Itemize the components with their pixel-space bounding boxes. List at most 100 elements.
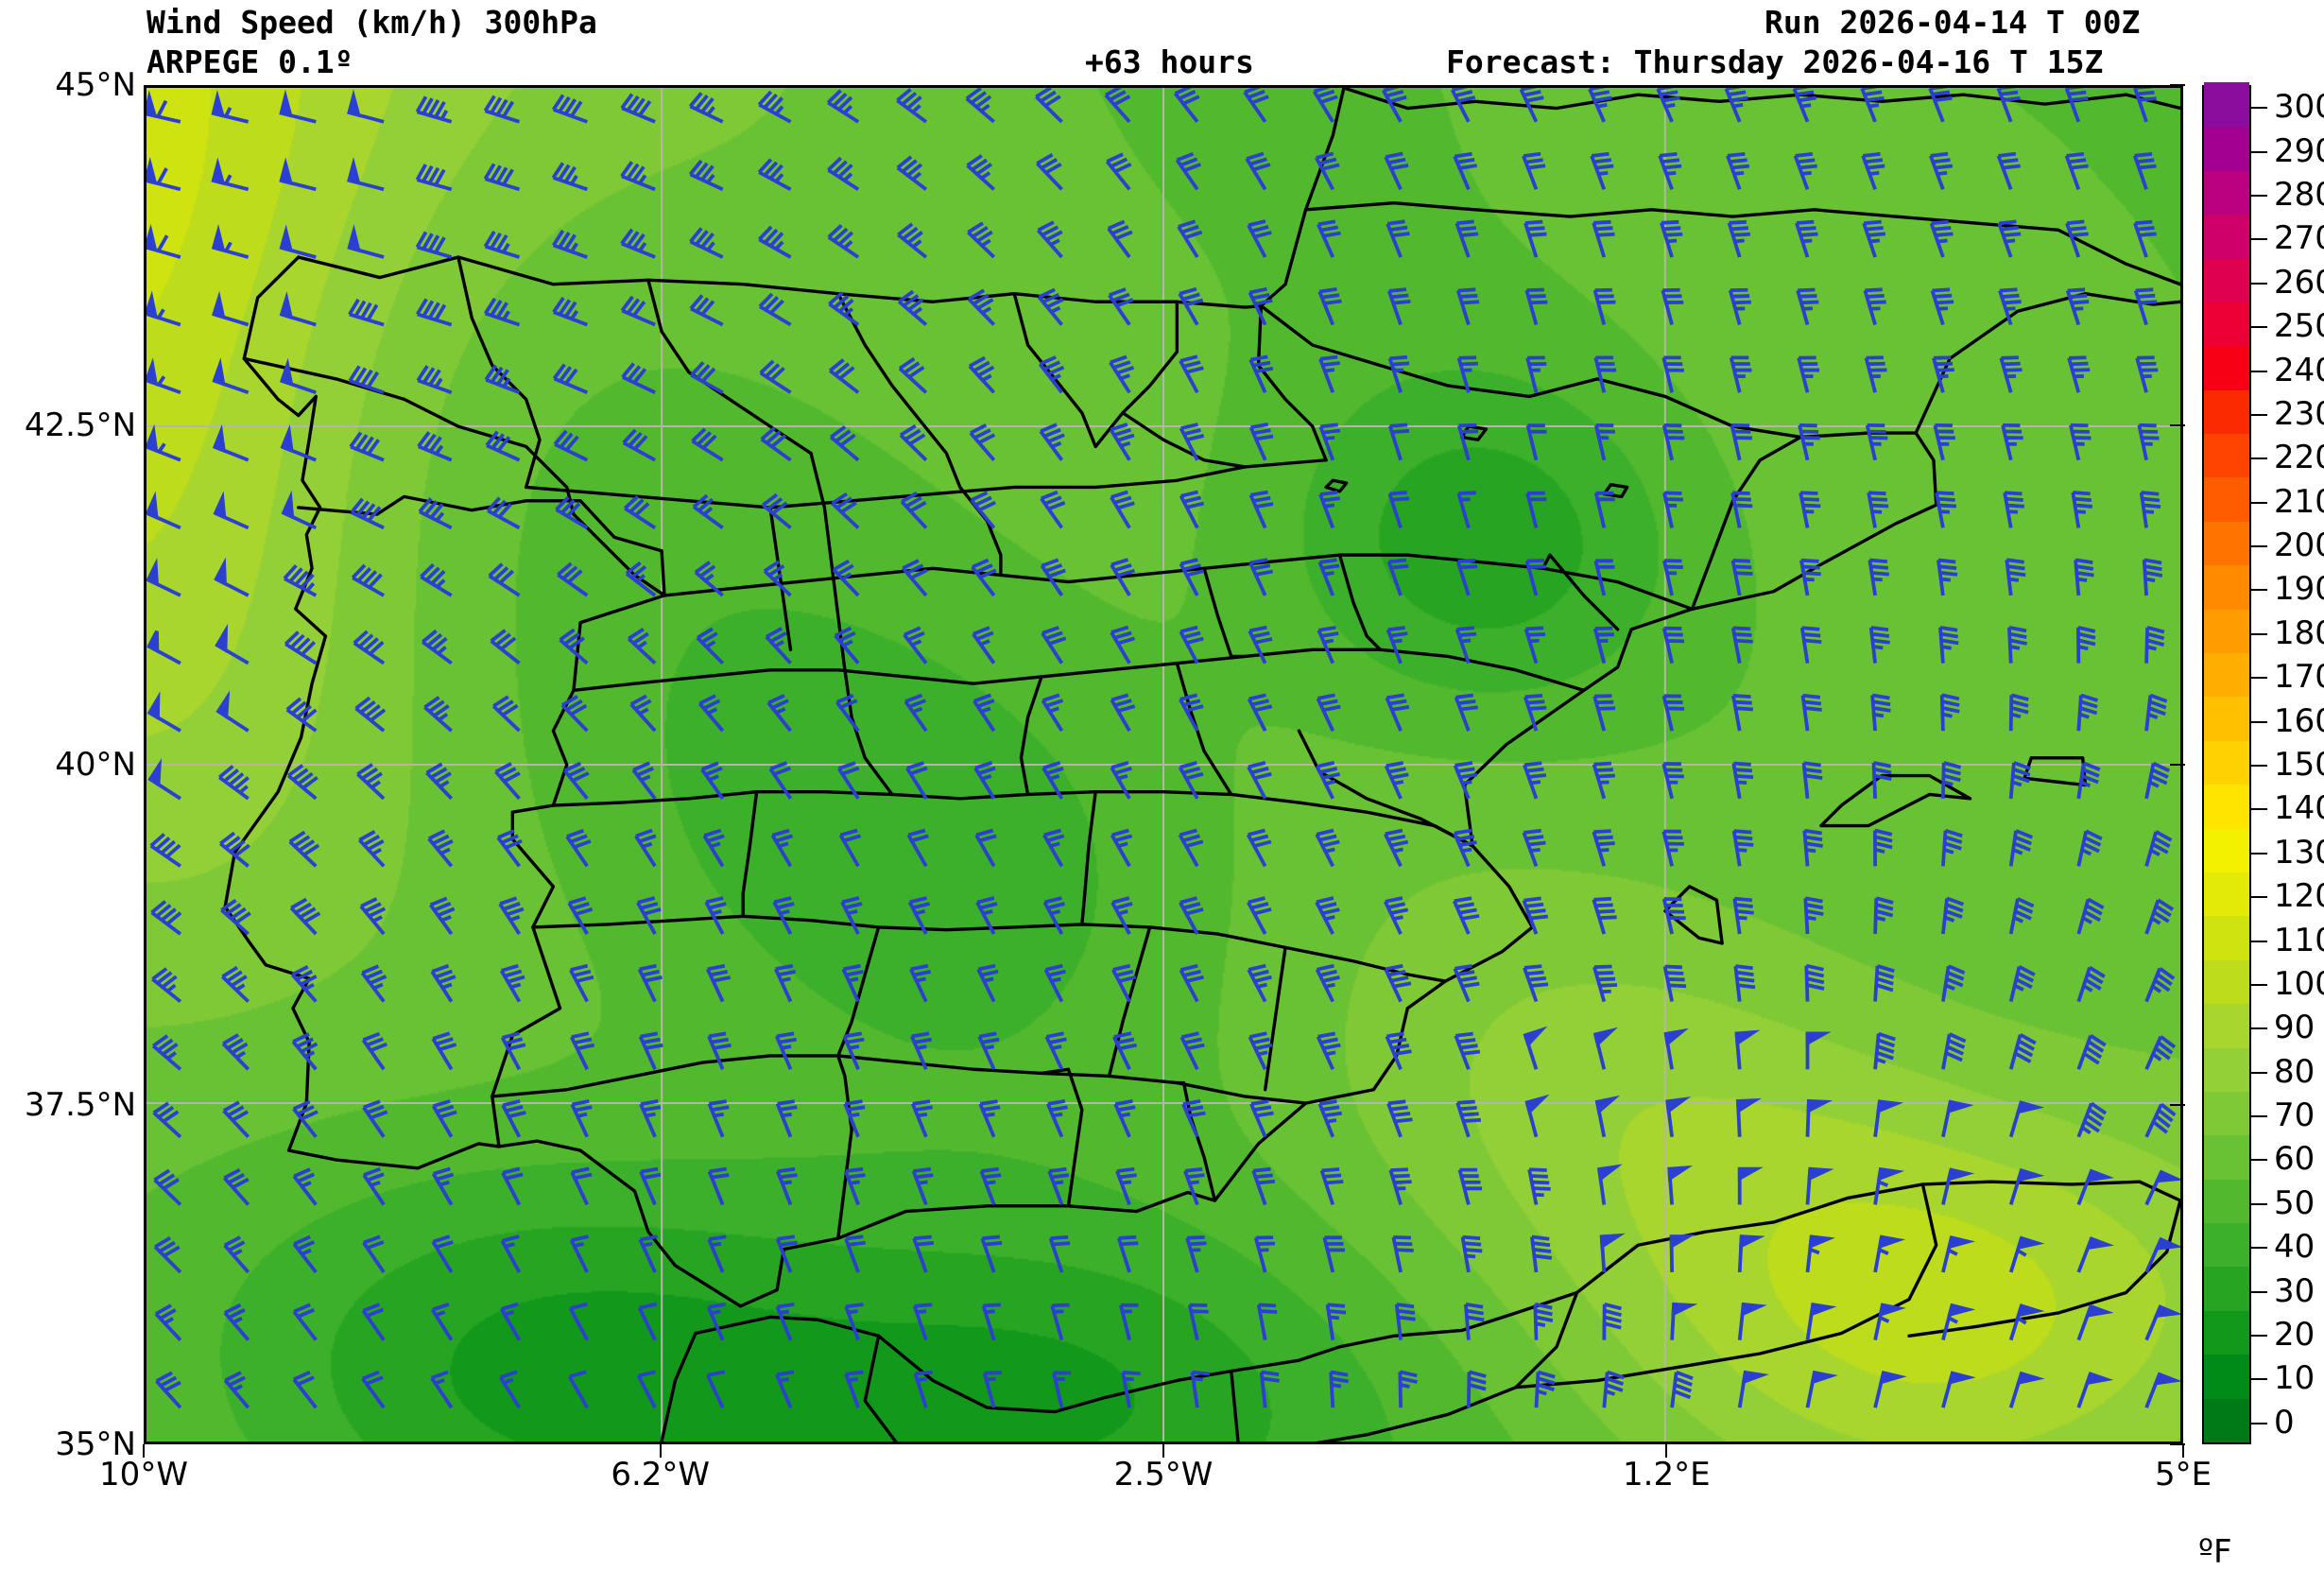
colorbar[interactable]: ºF 0102030405060708090100110120130140150… <box>2202 85 2324 1444</box>
colorbar-tick <box>2251 195 2267 197</box>
wind-barb <box>1663 832 1684 867</box>
wind-barb <box>1740 1169 1757 1205</box>
wind-barb <box>2006 560 2025 596</box>
wind-barb <box>1041 424 1064 460</box>
wind-barb <box>1796 154 1817 189</box>
wind-barb <box>976 831 996 867</box>
wind-barb <box>363 1372 384 1408</box>
colorbar-tick <box>2251 984 2267 986</box>
wind-barb <box>1183 1101 1206 1137</box>
wind-barb <box>1046 1033 1066 1069</box>
wind-barb <box>981 1169 1001 1205</box>
wind-barb <box>214 298 248 324</box>
wind-barb <box>897 90 926 122</box>
wind-barb <box>221 900 250 934</box>
wind-barb <box>774 898 794 934</box>
wind-barb <box>1604 1304 1621 1340</box>
wind-barb <box>1115 1101 1135 1137</box>
wind-barb <box>146 97 181 122</box>
wind-barb <box>282 96 317 122</box>
wind-barb <box>290 832 318 866</box>
wind-barb <box>2071 425 2092 460</box>
wind-barb <box>1386 695 1409 731</box>
wind-barb <box>967 88 994 121</box>
wind-barb <box>351 433 384 460</box>
wind-barb <box>1862 88 1884 122</box>
wind-barb <box>493 697 519 731</box>
wind-barb <box>768 696 791 731</box>
colorbar-tick <box>2251 677 2267 679</box>
wind-barb <box>1526 628 1546 663</box>
wind-barb <box>833 493 859 527</box>
wind-barb <box>2146 1104 2175 1136</box>
wind-barb <box>1935 425 1955 460</box>
wind-barb <box>1664 425 1685 460</box>
wind-barb <box>1249 695 1272 731</box>
colorbar-tick-label: 100 <box>2274 965 2324 1003</box>
wind-barb <box>829 292 858 324</box>
y-axis-tick-label: 37.5°N <box>25 1086 136 1124</box>
wind-barb <box>2011 1373 2038 1407</box>
wind-barb <box>1386 763 1409 799</box>
wind-barb <box>971 425 994 460</box>
map-boundary-path <box>1021 677 1041 794</box>
wind-barb <box>1039 289 1062 324</box>
wind-barb <box>2073 492 2092 527</box>
wind-barb <box>1319 289 1341 325</box>
colorbar-segment <box>2204 1135 2249 1180</box>
wind-barb <box>1458 289 1479 324</box>
wind-barb <box>1315 88 1338 122</box>
wind-barb <box>2078 1103 2106 1136</box>
wind-barb <box>2011 1035 2036 1070</box>
wind-barb <box>691 228 723 257</box>
wind-barb <box>1875 1372 1900 1407</box>
colorbar-tick <box>2251 1027 2267 1029</box>
colorbar-tick <box>2251 589 2267 591</box>
map-boundary-path <box>811 454 845 670</box>
forecast-map-plot[interactable] <box>144 85 2183 1444</box>
wind-barb <box>1117 1169 1137 1205</box>
colorbar-tick-label: 60 <box>2274 1140 2315 1178</box>
wind-barb <box>1664 696 1685 731</box>
wind-barb <box>1524 154 1545 190</box>
wind-barb <box>1740 1236 1759 1272</box>
wind-barb <box>2146 1037 2175 1070</box>
colorbar-segment <box>2204 652 2249 697</box>
wind-barb <box>831 426 858 459</box>
wind-barb <box>1726 88 1747 122</box>
wind-barb <box>503 1168 523 1204</box>
wind-barb <box>1594 967 1617 1002</box>
colorbar-tick <box>2251 633 2267 635</box>
colorbar-tick-label: 160 <box>2274 702 2324 740</box>
wind-barb <box>354 631 384 664</box>
wind-barb <box>491 630 520 664</box>
wind-barb <box>225 1305 249 1340</box>
map-boundary-path <box>1665 887 1722 943</box>
colorbar-tick-label: 230 <box>2274 395 2324 433</box>
wind-barb <box>362 966 386 1001</box>
map-boundary-path <box>743 792 756 917</box>
colorbar-tick-label: 200 <box>2274 527 2324 564</box>
colorbar-segment <box>2204 215 2249 259</box>
colorbar-tick <box>2251 1203 2267 1205</box>
wind-barb <box>1249 628 1272 664</box>
wind-barb <box>349 96 384 122</box>
wind-barb <box>151 834 181 866</box>
wind-barb <box>1875 1034 1895 1070</box>
wind-barb <box>350 232 384 257</box>
wind-barb <box>153 1036 181 1069</box>
wind-barb <box>1317 966 1340 1002</box>
wind-barb <box>846 1304 863 1340</box>
wind-barb <box>1388 628 1408 664</box>
map-boundary-path <box>1082 792 1095 924</box>
wind-barb <box>913 1101 933 1137</box>
wind-barb <box>485 232 519 257</box>
wind-barb <box>1045 966 1065 1002</box>
y-axis-tick <box>2170 84 2185 86</box>
wind-barb <box>622 230 655 257</box>
wind-barb <box>1794 88 1816 122</box>
wind-barb <box>902 493 926 528</box>
wind-barb <box>835 628 858 663</box>
wind-barb <box>2069 357 2090 392</box>
wind-barb <box>2078 1306 2107 1340</box>
